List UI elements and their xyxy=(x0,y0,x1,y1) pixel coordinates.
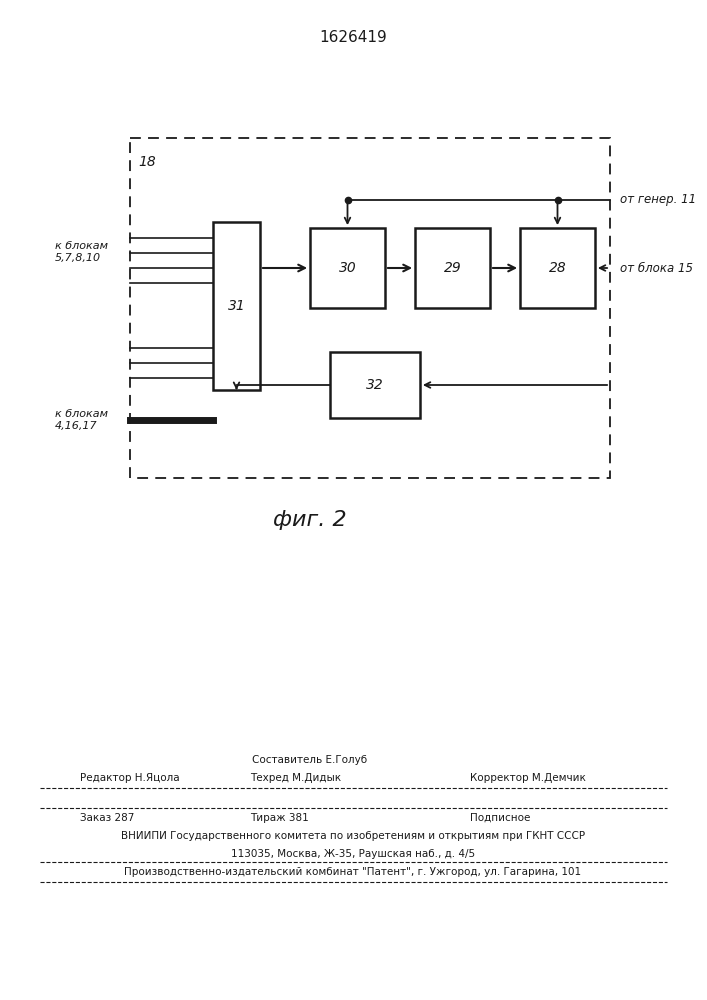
Text: Составитель Е.Голуб: Составитель Е.Голуб xyxy=(252,755,368,765)
Text: к блокам
5,7,8,10: к блокам 5,7,8,10 xyxy=(55,241,108,263)
Text: фиг. 2: фиг. 2 xyxy=(273,510,347,530)
Text: 113035, Москва, Ж-35, Раушская наб., д. 4/5: 113035, Москва, Ж-35, Раушская наб., д. … xyxy=(231,849,475,859)
Text: 32: 32 xyxy=(366,378,384,392)
Text: ВНИИПИ Государственного комитета по изобретениям и открытиям при ГКНТ СССР: ВНИИПИ Государственного комитета по изоб… xyxy=(121,831,585,841)
Text: 30: 30 xyxy=(339,261,356,275)
Text: 31: 31 xyxy=(228,299,245,313)
Text: 29: 29 xyxy=(443,261,462,275)
Text: Тираж 381: Тираж 381 xyxy=(250,813,309,823)
Text: Подписное: Подписное xyxy=(470,813,530,823)
Text: Корректор М.Демчик: Корректор М.Демчик xyxy=(470,773,586,783)
Bar xyxy=(130,138,610,478)
Text: 28: 28 xyxy=(549,261,566,275)
Bar xyxy=(310,228,385,308)
Text: 18: 18 xyxy=(138,155,156,169)
Text: 1626419: 1626419 xyxy=(320,30,387,45)
Text: от блока 15: от блока 15 xyxy=(620,261,693,274)
Text: от генер. 11: от генер. 11 xyxy=(620,194,696,207)
Text: Производственно-издательский комбинат "Патент", г. Ужгород, ул. Гагарина, 101: Производственно-издательский комбинат "П… xyxy=(124,867,582,877)
Bar xyxy=(520,228,595,308)
Text: Заказ 287: Заказ 287 xyxy=(80,813,134,823)
Text: Редактор Н.Яцола: Редактор Н.Яцола xyxy=(80,773,180,783)
Text: к блокам
4,16,17: к блокам 4,16,17 xyxy=(55,409,108,431)
Bar xyxy=(213,222,260,390)
Bar xyxy=(415,228,490,308)
Bar xyxy=(330,352,420,418)
Text: Техред М.Дидык: Техред М.Дидык xyxy=(250,773,341,783)
